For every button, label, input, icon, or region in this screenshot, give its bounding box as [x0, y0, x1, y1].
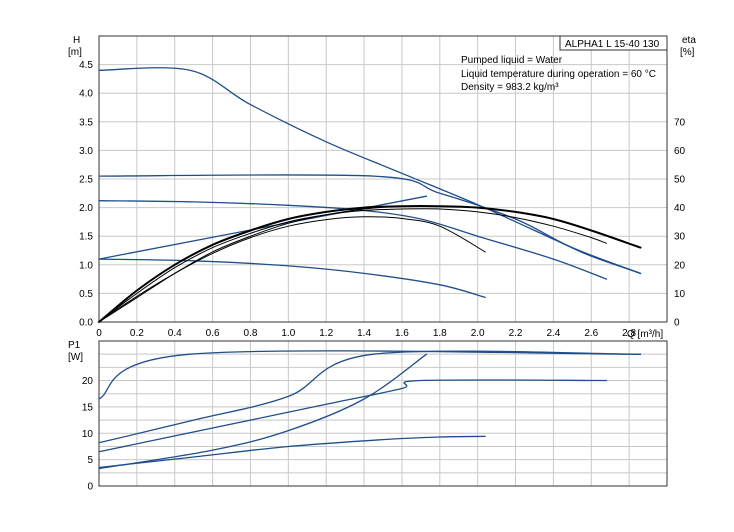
power-tick-label: 10	[82, 429, 94, 440]
power-curve-2	[98, 379, 608, 453]
x-tick-label: 0	[96, 328, 102, 339]
y-right-tick-label: 60	[674, 146, 686, 157]
head-plot-frame	[98, 35, 668, 323]
chart-title: ALPHA1 L 15-40 130	[565, 39, 660, 50]
efficiency-curve-6	[98, 208, 607, 323]
power-plot-curves	[98, 350, 642, 470]
y-left-tick-label: 1.0	[79, 260, 93, 271]
y-axis-right-label: eta	[682, 35, 696, 46]
power-tick-label: 5	[87, 455, 93, 466]
power-tick-label: 0	[87, 482, 93, 493]
info-liquid-temperature: Liquid temperature during operation = 60…	[461, 69, 656, 80]
power-plot-frame	[98, 340, 668, 487]
head-curve-1	[98, 174, 642, 275]
x-tick-label: 0.8	[244, 328, 258, 339]
y-axis-right-unit: [%]	[680, 47, 695, 58]
head-curve-4	[98, 195, 428, 260]
x-tick-label: 0.2	[130, 328, 144, 339]
power-tick-label: 20	[82, 376, 94, 387]
y-left-tick-label: 3.5	[79, 117, 93, 128]
y-axis-left-unit: [m]	[68, 47, 82, 58]
x-tick-label: 0.4	[168, 328, 182, 339]
y-right-tick-label: 40	[674, 203, 686, 214]
power-curve-0	[98, 350, 642, 400]
y-left-tick-label: 0.5	[79, 289, 93, 300]
head-plot-ticks: 0 0.2 0.4 0.6 0.8 1.0 1.2 1.4 1.6 1.8 2.0 2.2 2.4 2.6…	[79, 60, 685, 339]
head-curve-3	[98, 258, 486, 299]
x-tick-label: 2.4	[546, 328, 560, 339]
y-left-tick-label: 3.0	[79, 146, 93, 157]
x-tick-label: 1.4	[357, 328, 371, 339]
y-left-tick-label: 2.5	[79, 175, 93, 186]
x-axis-label: Q [m³/h]	[627, 329, 663, 340]
y-left-tick-label: 2.0	[79, 203, 93, 214]
power-axis-unit: [W]	[68, 352, 83, 363]
info-density: Density = 983.2 kg/m³	[461, 82, 559, 93]
y-right-tick-label: 20	[674, 260, 686, 271]
y-right-tick-label: 70	[674, 117, 686, 128]
x-tick-label: 0.6	[206, 328, 220, 339]
power-tick-label: 15	[82, 402, 94, 413]
head-curve-2	[98, 200, 608, 280]
x-tick-label: 2.0	[471, 328, 485, 339]
x-tick-label: 1.8	[433, 328, 447, 339]
x-tick-label: 2.8	[622, 328, 636, 339]
title-box	[559, 35, 668, 51]
efficiency-curve-5	[98, 204, 642, 323]
head-plot-curves	[98, 67, 642, 323]
power-curve-3	[98, 353, 428, 470]
y-left-tick-label: 4.5	[79, 60, 93, 71]
x-tick-label: 1.0	[281, 328, 295, 339]
x-tick-label: 1.6	[395, 328, 409, 339]
y-right-tick-label: 0	[674, 318, 680, 329]
info-pumped-liquid: Pumped liquid = Water	[461, 55, 563, 66]
efficiency-curve-8	[98, 205, 427, 323]
power-plot-ticks: 0 5 10 15 20	[82, 376, 94, 492]
power-curve-4	[98, 435, 486, 469]
x-tick-label: 2.2	[509, 328, 523, 339]
y-right-tick-label: 10	[674, 289, 686, 300]
power-axis-label: P1	[68, 340, 81, 351]
y-left-tick-label: 4.0	[79, 89, 93, 100]
y-left-tick-label: 1.5	[79, 232, 93, 243]
y-right-tick-label: 30	[674, 232, 686, 243]
y-axis-left-label: H	[73, 35, 80, 46]
y-right-tick-label: 50	[674, 175, 686, 186]
x-tick-label: 2.6	[584, 328, 598, 339]
y-left-tick-label: 0.0	[79, 318, 93, 329]
head-plot-grid	[98, 35, 667, 322]
x-tick-label: 1.2	[319, 328, 333, 339]
power-curve-1	[98, 350, 642, 444]
